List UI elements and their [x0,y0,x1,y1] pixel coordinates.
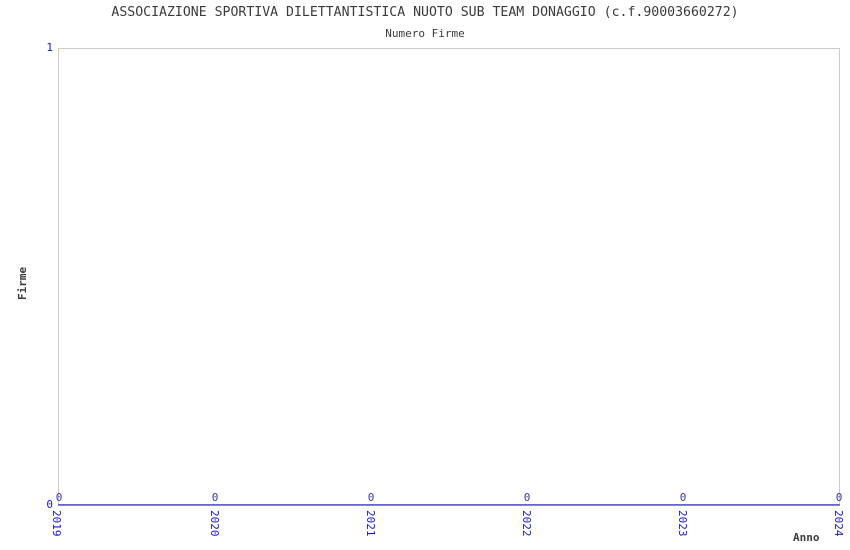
y-axis-tick-label: 0 [46,498,53,511]
x-axis-tick-2020: 2020 [208,510,221,537]
y-axis-tick-0: 0 [0,498,53,511]
plot-area [58,48,840,505]
x-axis-tick-2021: 2021 [364,510,377,537]
x-axis-tick-2023: 2023 [676,510,689,537]
x-axis-tick-2022: 2022 [520,510,533,537]
y-axis-title: Firme [16,266,29,300]
x-axis-tick-2019: 2019 [50,510,63,537]
data-series-line [58,504,840,506]
data-point-label-2023: 0 [679,491,687,504]
data-point-label-2019: 0 [55,491,63,504]
chart-subtitle: Numero Firme [385,27,465,40]
data-point-label-2022: 0 [523,491,531,504]
data-point-label-2020: 0 [211,491,219,504]
chart-title: ASSOCIAZIONE SPORTIVA DILETTANTISTICA NU… [111,5,739,20]
y-axis-tick-1: 1 [0,41,53,54]
data-point-label-2024: 0 [835,491,843,504]
data-point-label-2021: 0 [367,491,375,504]
x-axis-tick-2024: 2024 [832,510,845,537]
y-axis-tick-label: 1 [46,41,53,54]
x-axis-title: Anno [793,531,820,544]
